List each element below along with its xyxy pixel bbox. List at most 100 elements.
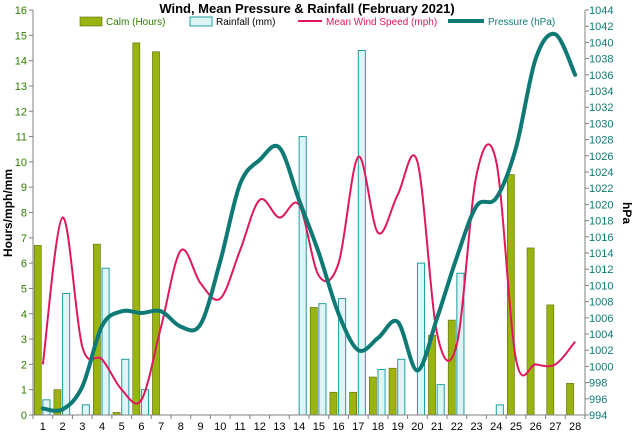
right-tick-label: 1030	[589, 118, 613, 130]
right-tick-label: 1008	[589, 297, 613, 309]
x-tick-label: 3	[79, 421, 85, 433]
left-tick-label: 9	[21, 182, 27, 194]
x-tick-label: 23	[470, 421, 482, 433]
x-tick-label: 14	[293, 421, 305, 433]
x-tick-label: 17	[352, 421, 364, 433]
left-tick-label: 7	[21, 233, 27, 245]
rainfall-bar	[436, 384, 445, 416]
calm-bar	[546, 304, 555, 416]
calm-bars	[33, 42, 574, 416]
x-tick-label: 4	[99, 421, 105, 433]
rainfall-bar	[495, 404, 504, 416]
x-tick-label: 7	[158, 421, 164, 433]
right-tick-label: 1038	[589, 54, 613, 66]
right-tick-label: 1032	[589, 102, 613, 114]
left-tick-label: 8	[21, 208, 27, 220]
right-tick-label: 1012	[589, 264, 613, 276]
right-tick-label: 1044	[589, 5, 613, 17]
x-tick-label: 26	[530, 421, 542, 433]
calm-bar	[388, 367, 397, 416]
x-tick-label: 2	[60, 421, 66, 433]
x-tick-label: 16	[332, 421, 344, 433]
right-tick-label: 1016	[589, 232, 613, 244]
calm-bar	[309, 307, 318, 416]
x-tick-label: 8	[178, 421, 184, 433]
rainfall-bar	[81, 404, 90, 416]
legend-pressure-label: Pressure (hPa)	[488, 17, 555, 28]
calm-bar	[349, 391, 358, 416]
left-tick-label: 16	[15, 5, 27, 17]
x-tick-label: 19	[392, 421, 404, 433]
left-tick-label: 15	[15, 30, 27, 42]
right-tick-label: 1000	[589, 361, 613, 373]
x-tick-label: 22	[451, 421, 463, 433]
right-tick-label: 996	[589, 394, 607, 406]
legend-calm-label: Calm (Hours)	[106, 17, 165, 28]
x-tick-label: 25	[510, 421, 522, 433]
x-tick-label: 1	[40, 421, 46, 433]
right-tick-label: 1004	[589, 329, 613, 341]
left-tick-label: 0	[21, 410, 27, 422]
right-tick-label: 1020	[589, 199, 613, 211]
x-tick-label: 9	[198, 421, 204, 433]
right-axis-ticks: 994 996 998 1000 1002 1004 1006 1008 1010 1012 101…	[585, 5, 613, 422]
rainfall-bar	[416, 262, 426, 416]
right-tick-label: 1028	[589, 135, 613, 147]
legend: Calm (Hours) Rainfall (mm) Mean Wind Speed…	[79, 16, 555, 28]
x-tick-label: 13	[273, 421, 285, 433]
chart-title: Wind, Mean Pressure & Rainfall (February…	[159, 1, 454, 16]
calm-bar	[526, 247, 535, 416]
calm-bar	[447, 319, 456, 416]
x-tick-label: 27	[549, 421, 561, 433]
x-tick-label: 12	[254, 421, 266, 433]
left-tick-label: 10	[15, 157, 27, 169]
x-tick-label: 28	[569, 421, 581, 433]
right-tick-label: 998	[589, 378, 607, 390]
left-tick-label: 2	[21, 359, 27, 371]
calm-bar	[566, 383, 574, 416]
rainfall-bar	[318, 303, 327, 416]
x-axis-ticks: 1 2 3 4 5 6 7 8 9 10 11 12 13 14 15 16 17 18 19 20 21 22 23 24 2…	[32, 415, 586, 433]
calm-bar	[132, 42, 141, 416]
right-tick-label: 994	[589, 410, 607, 422]
rainfall-bar	[121, 358, 130, 416]
legend-calm-swatch	[79, 16, 103, 27]
right-tick-label: 1002	[589, 345, 613, 357]
y-axis-label-left: Hours/mph/mm	[1, 169, 15, 257]
calm-bar	[33, 245, 42, 416]
right-tick-label: 1024	[589, 167, 613, 179]
legend-rainfall-swatch	[189, 16, 213, 27]
left-tick-label: 5	[21, 283, 27, 295]
x-tick-label: 15	[313, 421, 325, 433]
line-series	[40, 31, 578, 413]
rainfall-bar	[62, 293, 71, 416]
x-tick-label: 10	[214, 421, 226, 433]
rainfall-bar	[298, 136, 307, 416]
right-tick-label: 1036	[589, 70, 613, 82]
rainfall-bar	[101, 267, 110, 416]
left-tick-label: 14	[15, 56, 27, 68]
left-tick-label: 3	[21, 334, 27, 346]
right-tick-label: 1006	[589, 313, 613, 325]
right-tick-label: 1018	[589, 216, 613, 228]
x-tick-label: 11	[234, 421, 245, 433]
left-tick-label: 1	[21, 385, 27, 397]
wind-speed-line	[41, 143, 576, 405]
x-tick-label: 21	[431, 421, 443, 433]
rainfall-bar	[357, 50, 366, 416]
right-tick-label: 1040	[589, 37, 613, 49]
pressure-line	[40, 31, 578, 413]
rainfall-bar	[377, 368, 386, 416]
right-tick-label: 1034	[589, 86, 613, 98]
left-tick-label: 13	[15, 81, 27, 93]
calm-bar	[329, 391, 338, 416]
left-tick-label: 12	[15, 106, 27, 118]
left-tick-label: 11	[16, 132, 27, 144]
x-tick-label: 5	[119, 421, 125, 433]
rainfall-bar	[397, 358, 406, 416]
right-tick-label: 1014	[589, 248, 613, 260]
right-tick-label: 1022	[589, 183, 613, 195]
x-tick-label: 24	[490, 421, 502, 433]
left-tick-label: 4	[21, 309, 27, 321]
